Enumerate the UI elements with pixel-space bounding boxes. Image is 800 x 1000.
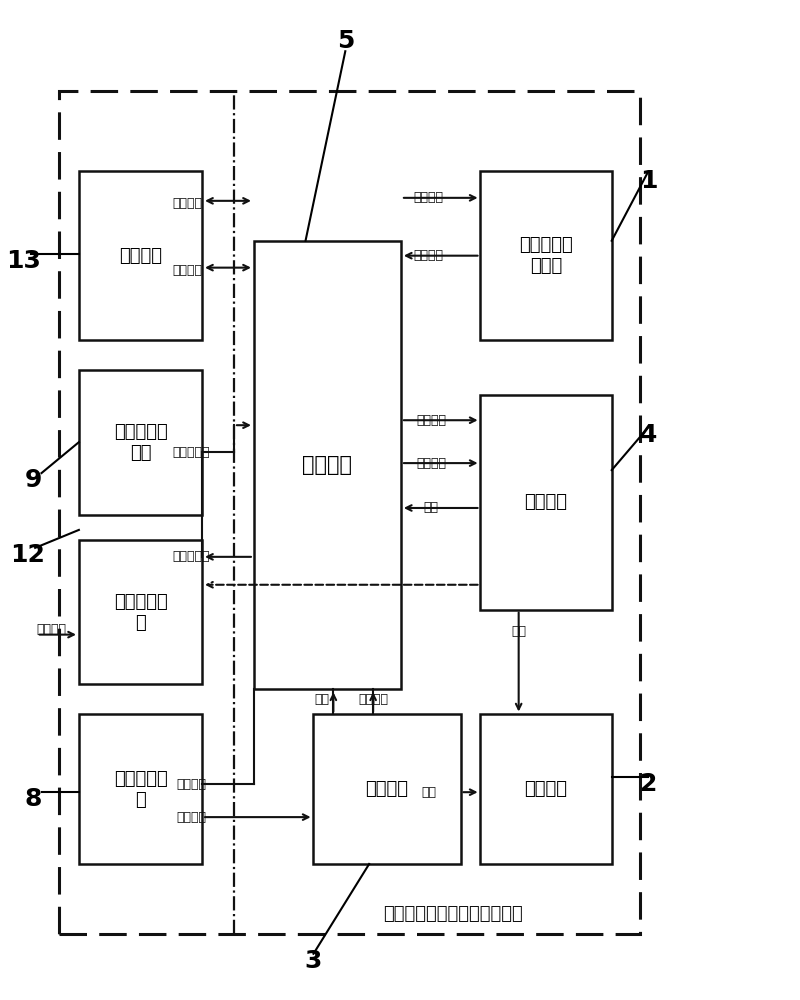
Bar bbox=[314, 714, 461, 864]
Text: 温度控制: 温度控制 bbox=[416, 457, 446, 470]
Text: 12: 12 bbox=[10, 543, 45, 567]
Text: 8: 8 bbox=[25, 787, 42, 811]
Text: 阀门控制: 阀门控制 bbox=[416, 414, 446, 427]
Text: 电源供电: 电源供电 bbox=[176, 811, 206, 824]
Text: 9: 9 bbox=[25, 468, 42, 492]
Text: 探头供电: 探头供电 bbox=[414, 191, 444, 204]
Text: 供电: 供电 bbox=[422, 786, 436, 799]
Bar bbox=[79, 540, 202, 684]
Bar bbox=[481, 714, 612, 864]
Text: 温度信号: 温度信号 bbox=[36, 623, 66, 636]
Text: 遥测处理设
备: 遥测处理设 备 bbox=[114, 593, 167, 632]
Bar bbox=[59, 91, 639, 934]
Bar bbox=[481, 171, 612, 340]
Text: 通讯总线: 通讯总线 bbox=[119, 247, 162, 265]
Text: 供气: 供气 bbox=[511, 625, 526, 638]
Bar bbox=[254, 241, 401, 689]
Text: 3: 3 bbox=[305, 949, 322, 973]
Text: 2: 2 bbox=[641, 772, 658, 796]
Text: 5: 5 bbox=[337, 29, 354, 53]
Text: 开关: 开关 bbox=[314, 693, 329, 706]
Text: 主份总线: 主份总线 bbox=[173, 197, 203, 210]
Text: 控制单元: 控制单元 bbox=[302, 455, 353, 475]
Text: 备份总线: 备份总线 bbox=[173, 264, 203, 277]
Bar bbox=[79, 370, 202, 515]
Text: 开关机控制
设备: 开关机控制 设备 bbox=[114, 423, 167, 462]
Text: 4: 4 bbox=[641, 423, 658, 447]
Text: 13: 13 bbox=[6, 249, 41, 273]
Bar bbox=[79, 171, 202, 340]
Text: 贮供单元: 贮供单元 bbox=[525, 493, 568, 511]
Bar bbox=[79, 714, 202, 864]
Text: 开关机信号: 开关机信号 bbox=[172, 446, 210, 459]
Bar bbox=[481, 395, 612, 610]
Text: 电位信号: 电位信号 bbox=[414, 249, 444, 262]
Text: 结构电位监
测探头: 结构电位监 测探头 bbox=[519, 236, 573, 275]
Text: 测检压电: 测检压电 bbox=[358, 693, 388, 706]
Text: 控制供电: 控制供电 bbox=[176, 778, 206, 791]
Text: 空心阴极: 空心阴极 bbox=[525, 780, 568, 798]
Text: 1: 1 bbox=[640, 169, 658, 193]
Text: 一次母线供
电: 一次母线供 电 bbox=[114, 770, 167, 809]
Text: 电源单元: 电源单元 bbox=[366, 780, 409, 798]
Text: 航天器结构电位主动控制系统: 航天器结构电位主动控制系统 bbox=[382, 905, 522, 923]
Text: 控制器遥测: 控制器遥测 bbox=[172, 550, 210, 563]
Text: 信号: 信号 bbox=[424, 501, 438, 514]
